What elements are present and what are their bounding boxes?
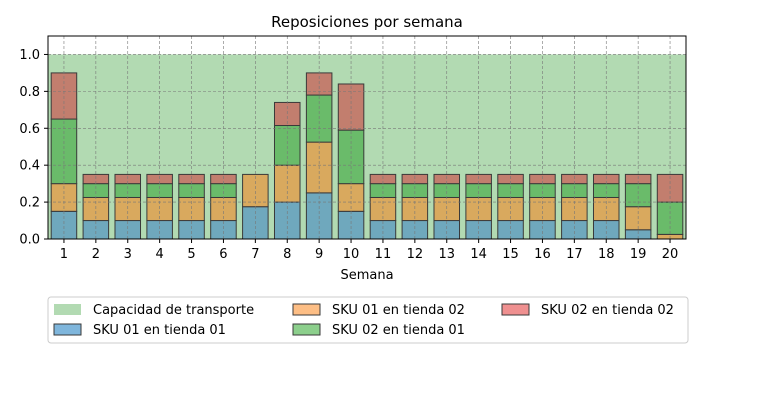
legend-label: SKU 01 en tienda 01 xyxy=(93,323,226,338)
y-tick-label: 0.2 xyxy=(19,196,40,211)
x-tick-label: 8 xyxy=(283,247,291,262)
x-tick-label: 19 xyxy=(630,247,647,262)
legend-swatch xyxy=(54,324,81,335)
bar-segment xyxy=(338,211,364,239)
bar-segment xyxy=(211,184,237,198)
x-tick-label: 9 xyxy=(315,247,323,262)
bar-segment xyxy=(562,184,588,198)
x-tick-label: 5 xyxy=(187,247,195,262)
y-tick-label: 0.8 xyxy=(19,85,40,100)
bar-segment xyxy=(434,184,460,198)
x-tick-label: 10 xyxy=(343,247,360,262)
x-tick-label: 7 xyxy=(251,247,259,262)
legend-swatch xyxy=(54,304,81,315)
legend-label: Capacidad de transporte xyxy=(93,303,254,318)
legend-label: SKU 02 en tienda 01 xyxy=(332,323,465,338)
plot-area: 0.00.20.40.60.81.01 2 3 4 5 6 7 8 9 10 11 12 13 14 15 1… xyxy=(19,36,686,262)
bar-segment xyxy=(530,184,556,198)
x-axis-label: Semana xyxy=(340,268,393,283)
capacity-band xyxy=(48,54,686,239)
bar-segment xyxy=(402,184,428,198)
y-tick-label: 0.4 xyxy=(19,159,40,174)
x-tick-label: 13 xyxy=(438,247,455,262)
bar-segment xyxy=(147,184,173,198)
legend-swatch xyxy=(293,324,320,335)
legend: Capacidad de transporte SKU 01 en tienda … xyxy=(48,297,688,343)
x-tick-label: 18 xyxy=(598,247,615,262)
bar-segment xyxy=(115,184,141,198)
bar-segment xyxy=(370,184,396,198)
x-tick-label: 2 xyxy=(92,247,100,262)
bar-segment xyxy=(83,184,109,198)
legend-swatch xyxy=(502,304,529,315)
legend-label: SKU 02 en tienda 02 xyxy=(541,303,674,318)
legend-swatch xyxy=(293,304,320,315)
x-tick-label: 12 xyxy=(407,247,424,262)
x-tick-label: 20 xyxy=(662,247,679,262)
bar-segment xyxy=(179,184,205,198)
y-tick-label: 0.6 xyxy=(19,122,40,137)
x-tick-label: 3 xyxy=(124,247,132,262)
bar-segment xyxy=(498,184,524,198)
bar-segment xyxy=(51,211,77,239)
x-tick-label: 16 xyxy=(534,247,551,262)
x-tick-label: 11 xyxy=(375,247,392,262)
x-tick-label: 14 xyxy=(470,247,487,262)
x-tick-label: 15 xyxy=(502,247,519,262)
x-tick-label: 6 xyxy=(219,247,227,262)
y-tick-label: 0.0 xyxy=(19,233,40,248)
x-tick-label: 4 xyxy=(156,247,164,262)
chart-title: Reposiciones por semana xyxy=(271,13,463,31)
bar-segment xyxy=(466,184,492,198)
x-tick-label: 17 xyxy=(566,247,583,262)
x-tick-label: 1 xyxy=(60,247,68,262)
legend-label: SKU 01 en tienda 02 xyxy=(332,303,465,318)
y-tick-label: 1.0 xyxy=(19,48,40,63)
bar-segment xyxy=(593,184,619,198)
